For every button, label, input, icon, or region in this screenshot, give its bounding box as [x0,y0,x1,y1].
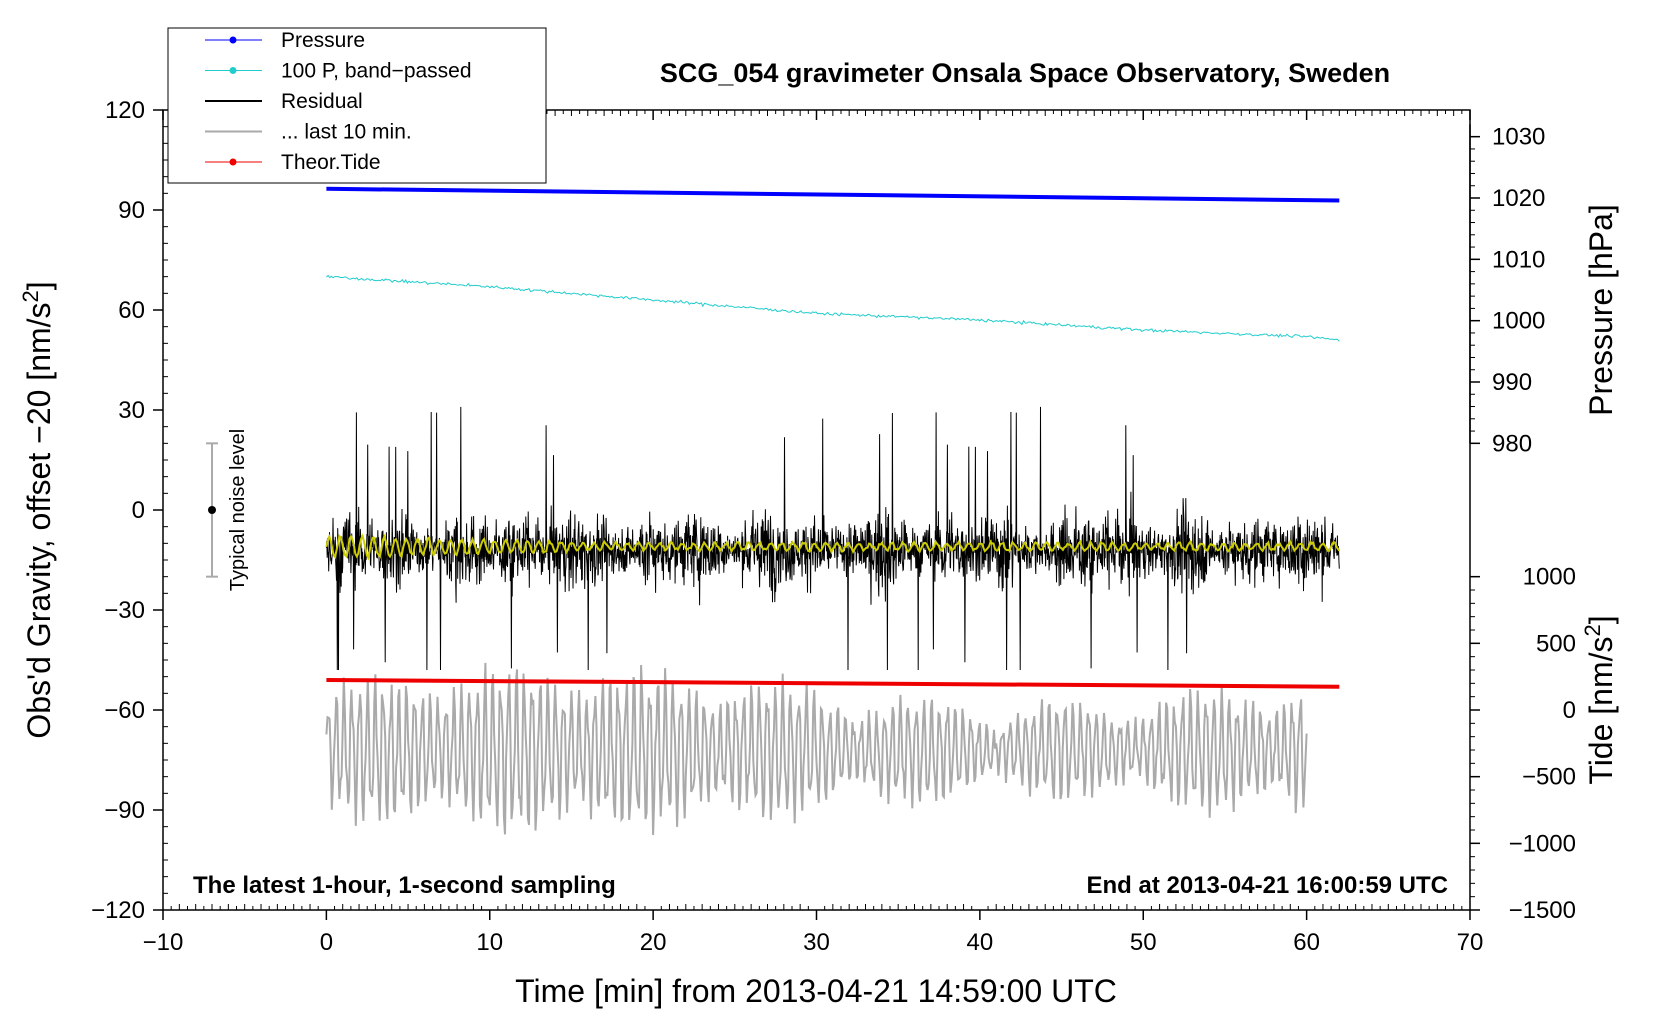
x-axis-ticks: −10 0 10 20 30 40 50 60 70 [143,110,1484,956]
pressure-tick-label: 1020 [1492,185,1545,212]
tide-axis-ticks: −1500 −1000 −500 0 500 1000 [1470,564,1576,924]
legend-swatch-marker [229,36,237,44]
legend-label: Pressure [281,29,365,52]
y-tick-label: 90 [118,197,145,224]
noise-center-dot [208,506,217,514]
x-tick-label: −10 [143,929,184,956]
x-tick-label: 40 [967,929,994,956]
y-tick-label: −120 [91,897,145,924]
x-tick-label: 30 [803,929,830,956]
series-layer [325,186,1341,836]
y-axis-title-superscript: 2 [18,290,43,302]
pressure-tick-label: 1000 [1492,308,1545,335]
tide-tick-label: −500 [1522,764,1576,791]
x-tick-label: 0 [320,929,333,956]
pressure-axis-ticks: 980 990 1000 1010 1020 1030 [1469,124,1545,457]
series-residual-smoothed [325,533,1341,561]
noise-marker: Typical noise level [206,429,249,591]
x-tick-label: 20 [640,929,667,956]
chart-title: SCG_054 gravimeter Onsala Space Observat… [660,58,1390,88]
legend-label: ... last 10 min. [281,121,412,144]
pressure-tick-label: 990 [1492,369,1532,396]
pressure-axis-title: Pressure [hPa] [1583,204,1619,416]
y-tick-label: −90 [104,797,145,824]
series-band-passed [326,274,1340,342]
series-last-10-min [325,662,1308,836]
tide-tick-label: −1000 [1509,830,1576,857]
y-axis-ticks: −120 −90 −60 −30 0 30 60 90 120 [91,97,163,924]
tide-tick-label: 500 [1536,630,1576,657]
minor-ticks [163,110,1463,910]
y-axis-title-close: ] [21,281,57,290]
tide-axis-title: Tide [nm/s2] [1580,615,1619,784]
noise-label: Typical noise level [227,429,249,591]
y-tick-label: −60 [104,697,145,724]
legend-box [167,27,547,184]
series-residual [325,406,1340,671]
y-tick-label: −30 [104,597,145,624]
tide-axis-title-superscript: 2 [1580,624,1605,636]
legend-label: Residual [281,90,363,113]
pressure-tick-label: 980 [1492,430,1532,457]
info-left: The latest 1-hour, 1-second sampling [193,872,616,899]
legend-label: 100 P, band−passed [281,60,472,83]
x-tick-label: 50 [1130,929,1157,956]
pressure-tick-label: 1030 [1492,124,1545,151]
x-tick-label: 70 [1457,929,1484,956]
legend-swatch-marker [229,158,237,166]
series-theor-tide [326,678,1340,689]
tide-tick-label: −1500 [1509,897,1576,924]
y-tick-label: 120 [105,97,145,124]
y-tick-label: 0 [132,497,145,524]
x-axis-title: Time [min] from 2013-04-21 14:59:00 UTC [515,973,1117,1009]
y-axis-title-left: Obs'd Gravity, offset −20 [nm/s2] [18,281,57,738]
pressure-tick-label: 1010 [1492,246,1545,273]
legend-swatch-marker [229,67,237,74]
series-pressure [326,186,1340,203]
x-tick-label: 10 [476,929,503,956]
y-tick-label: 60 [118,297,145,324]
legend: Pressure 100 P, band−passed Residual ... la… [167,27,547,184]
x-tick-label: 60 [1293,929,1320,956]
legend-label: Theor.Tide [281,151,381,174]
tide-tick-label: 1000 [1523,564,1576,591]
y-tick-label: 30 [118,397,145,424]
tide-axis-title-close: ] [1583,615,1619,624]
tide-tick-label: 0 [1563,697,1576,724]
info-right: End at 2013-04-21 16:00:59 UTC [1087,872,1449,899]
